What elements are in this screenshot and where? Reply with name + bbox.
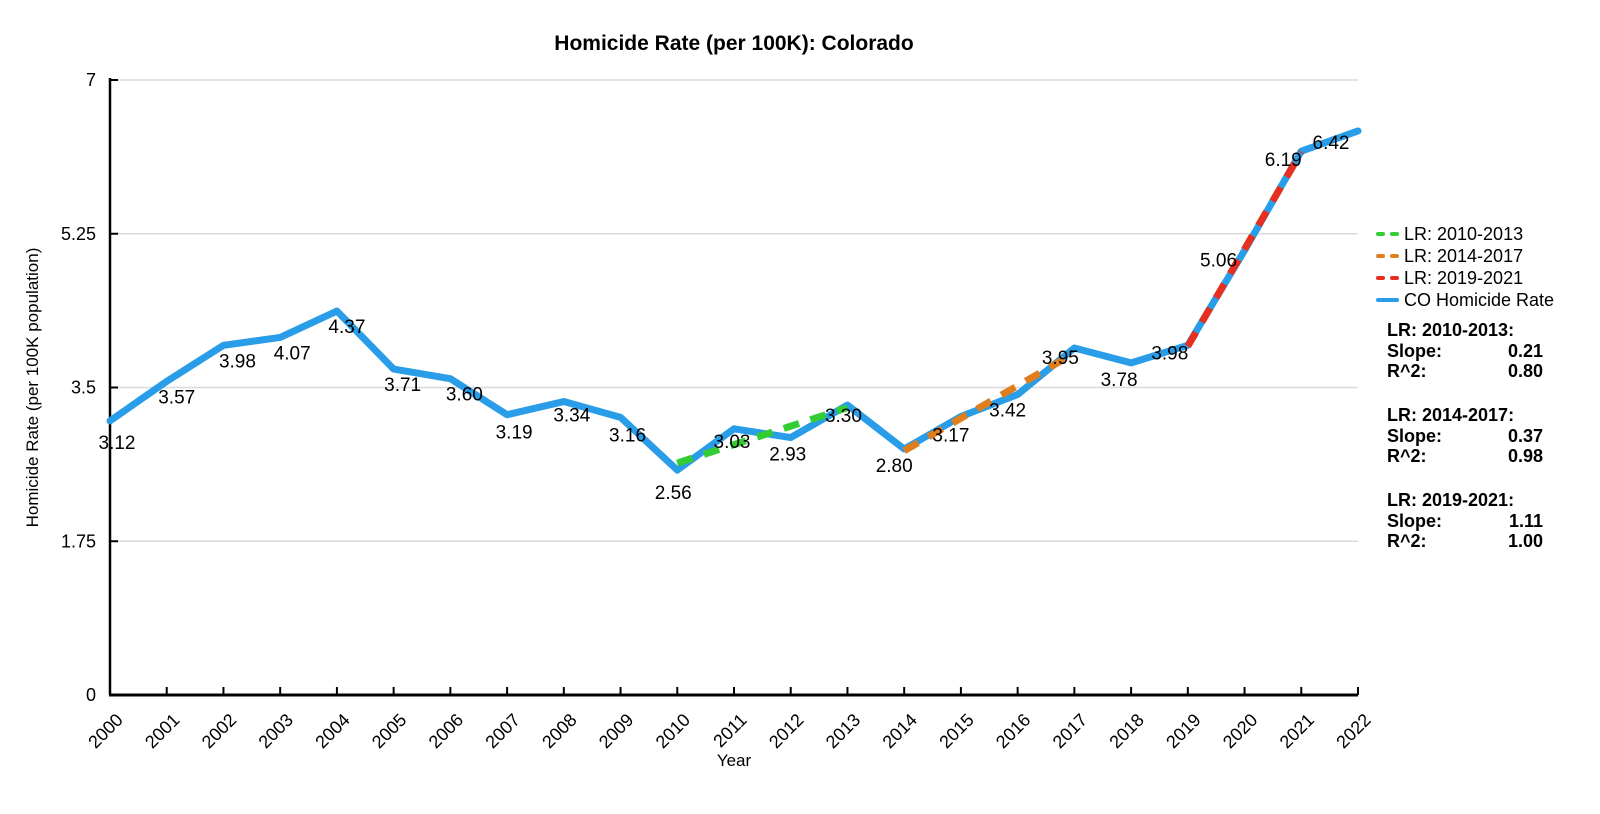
- r2-label: R^2:: [1387, 531, 1427, 551]
- x-tick-label: 2019: [1162, 710, 1204, 752]
- x-tick-label: 2005: [368, 710, 410, 752]
- x-axis-title: Year: [717, 751, 752, 770]
- data-point-label: 3.16: [609, 425, 646, 446]
- r2-value: 0.80: [1507, 361, 1543, 381]
- stats-heading: LR: 2019-2021:: [1387, 490, 1515, 510]
- x-tick-label: 2014: [879, 710, 921, 752]
- legend-item-lr-2014-2017: LR: 2014-2017: [1376, 245, 1554, 267]
- r2-label: R^2:: [1387, 361, 1427, 381]
- series-line-co-homicide-rate: [106, 127, 1362, 474]
- x-tick-label: 2018: [1105, 710, 1147, 752]
- x-tick-label: 2010: [652, 710, 694, 752]
- r2-value: 1.00: [1507, 531, 1543, 551]
- legend-dashed-swatch-orange: [1376, 254, 1404, 258]
- data-point-label: 6.19: [1265, 150, 1302, 171]
- data-point-label: 2.56: [655, 483, 692, 504]
- x-tick-label: 2008: [538, 710, 580, 752]
- slope-label: Slope:: [1387, 511, 1443, 531]
- x-tick-label: 2001: [141, 710, 183, 752]
- legend-label: LR: 2010-2013: [1404, 223, 1524, 244]
- data-point-label: 3.42: [989, 401, 1026, 422]
- data-point-label: 3.19: [496, 423, 533, 444]
- stats-heading: LR: 2014-2017:: [1387, 405, 1515, 425]
- r2-label: R^2:: [1387, 446, 1427, 466]
- legend-item-lr-2010-2013: LR: 2010-2013: [1376, 223, 1554, 245]
- x-tick-label: 2007: [481, 710, 523, 752]
- x-tick-label: 2016: [992, 710, 1034, 752]
- x-tick-label: 2004: [311, 710, 353, 752]
- legend-item-co-homicide-rate: CO Homicide Rate: [1376, 289, 1554, 311]
- y-tick-label: 5.25: [61, 224, 96, 244]
- chart-title: Homicide Rate (per 100K): Colorado: [554, 32, 914, 55]
- legend-dashed-swatch-green: [1376, 232, 1404, 236]
- data-point-label: 3.95: [1042, 348, 1079, 369]
- data-point-label: 3.60: [446, 385, 483, 406]
- data-point-label: 3.34: [553, 406, 590, 427]
- x-tick-label: 2000: [84, 710, 126, 752]
- legend-solid-swatch-blue: [1376, 298, 1404, 302]
- r2-value: 0.98: [1507, 446, 1543, 466]
- data-point-label: 3.57: [158, 387, 195, 408]
- data-point-label: 6.42: [1313, 133, 1350, 154]
- stats-block-2014-2017: LR: 2014-2017: Slope: 0.37 R^2: 0.98: [1387, 405, 1543, 466]
- slope-value: 0.37: [1507, 426, 1543, 446]
- regression-line-2014-2017: [902, 350, 1077, 454]
- legend-item-lr-2019-2021: LR: 2019-2021: [1376, 267, 1554, 289]
- legend-label: CO Homicide Rate: [1404, 289, 1555, 310]
- data-point-label: 2.93: [769, 445, 806, 466]
- data-point-label: 3.30: [825, 406, 862, 427]
- slope-value: 0.21: [1507, 341, 1543, 361]
- x-tick-label: 2013: [822, 710, 864, 752]
- x-tick-label: 2022: [1332, 710, 1374, 752]
- x-tick-label: 2009: [595, 710, 637, 752]
- x-tick-label: 2021: [1276, 710, 1318, 752]
- stats-block-2010-2013: LR: 2010-2013: Slope: 0.21 R^2: 0.80: [1387, 320, 1543, 381]
- slope-label: Slope:: [1387, 426, 1443, 446]
- slope-value: 1.11: [1508, 511, 1543, 531]
- stats-heading: LR: 2010-2013:: [1387, 320, 1515, 340]
- data-point-label: 5.06: [1200, 250, 1237, 271]
- x-tick-label: 2012: [765, 710, 807, 752]
- x-tick-label: 2003: [255, 710, 297, 752]
- legend-label: LR: 2019-2021: [1404, 267, 1524, 288]
- data-point-label: 3.12: [99, 433, 136, 454]
- y-tick-label: 0: [86, 685, 96, 705]
- data-point-label: 4.37: [328, 317, 365, 338]
- data-point-label: 3.78: [1101, 370, 1138, 391]
- regression-line-2019-2021: [1184, 150, 1305, 348]
- data-point-label: 3.98: [1151, 343, 1188, 364]
- x-tick-label: 2002: [198, 710, 240, 752]
- y-tick-label: 1.75: [61, 531, 96, 551]
- data-point-label: 3.71: [384, 375, 421, 396]
- data-point-label: 3.98: [219, 351, 256, 372]
- legend-label: LR: 2014-2017: [1404, 245, 1524, 266]
- data-point-label: 3.17: [932, 425, 969, 446]
- x-tick-label: 2011: [709, 710, 751, 752]
- data-point-label: 2.80: [876, 456, 913, 477]
- slope-label: Slope:: [1387, 341, 1443, 361]
- data-point-label: 4.07: [274, 343, 311, 364]
- x-tick-label: 2006: [425, 710, 467, 752]
- stats-block-2019-2021: LR: 2019-2021: Slope: 1.11 R^2: 1.00: [1387, 490, 1543, 551]
- y-tick-label: 3.5: [71, 378, 96, 398]
- data-point-label: 3.03: [714, 432, 751, 453]
- chart-legend: LR: 2010-2013 LR: 2014-2017 LR: 2019-202…: [1376, 223, 1554, 311]
- x-tick-label: 2015: [935, 710, 977, 752]
- regression-stats-panel: LR: 2010-2013: Slope: 0.21 R^2: 0.80 LR:…: [1387, 320, 1543, 575]
- regression-line-2010-2013: [676, 404, 849, 467]
- x-tick-label: 2020: [1219, 710, 1261, 752]
- y-tick-label: 7: [86, 70, 96, 90]
- y-axis-title: Homicide Rate (per 100K population): [23, 248, 42, 528]
- legend-dashed-swatch-red: [1376, 276, 1404, 280]
- x-tick-label: 2017: [1049, 710, 1091, 752]
